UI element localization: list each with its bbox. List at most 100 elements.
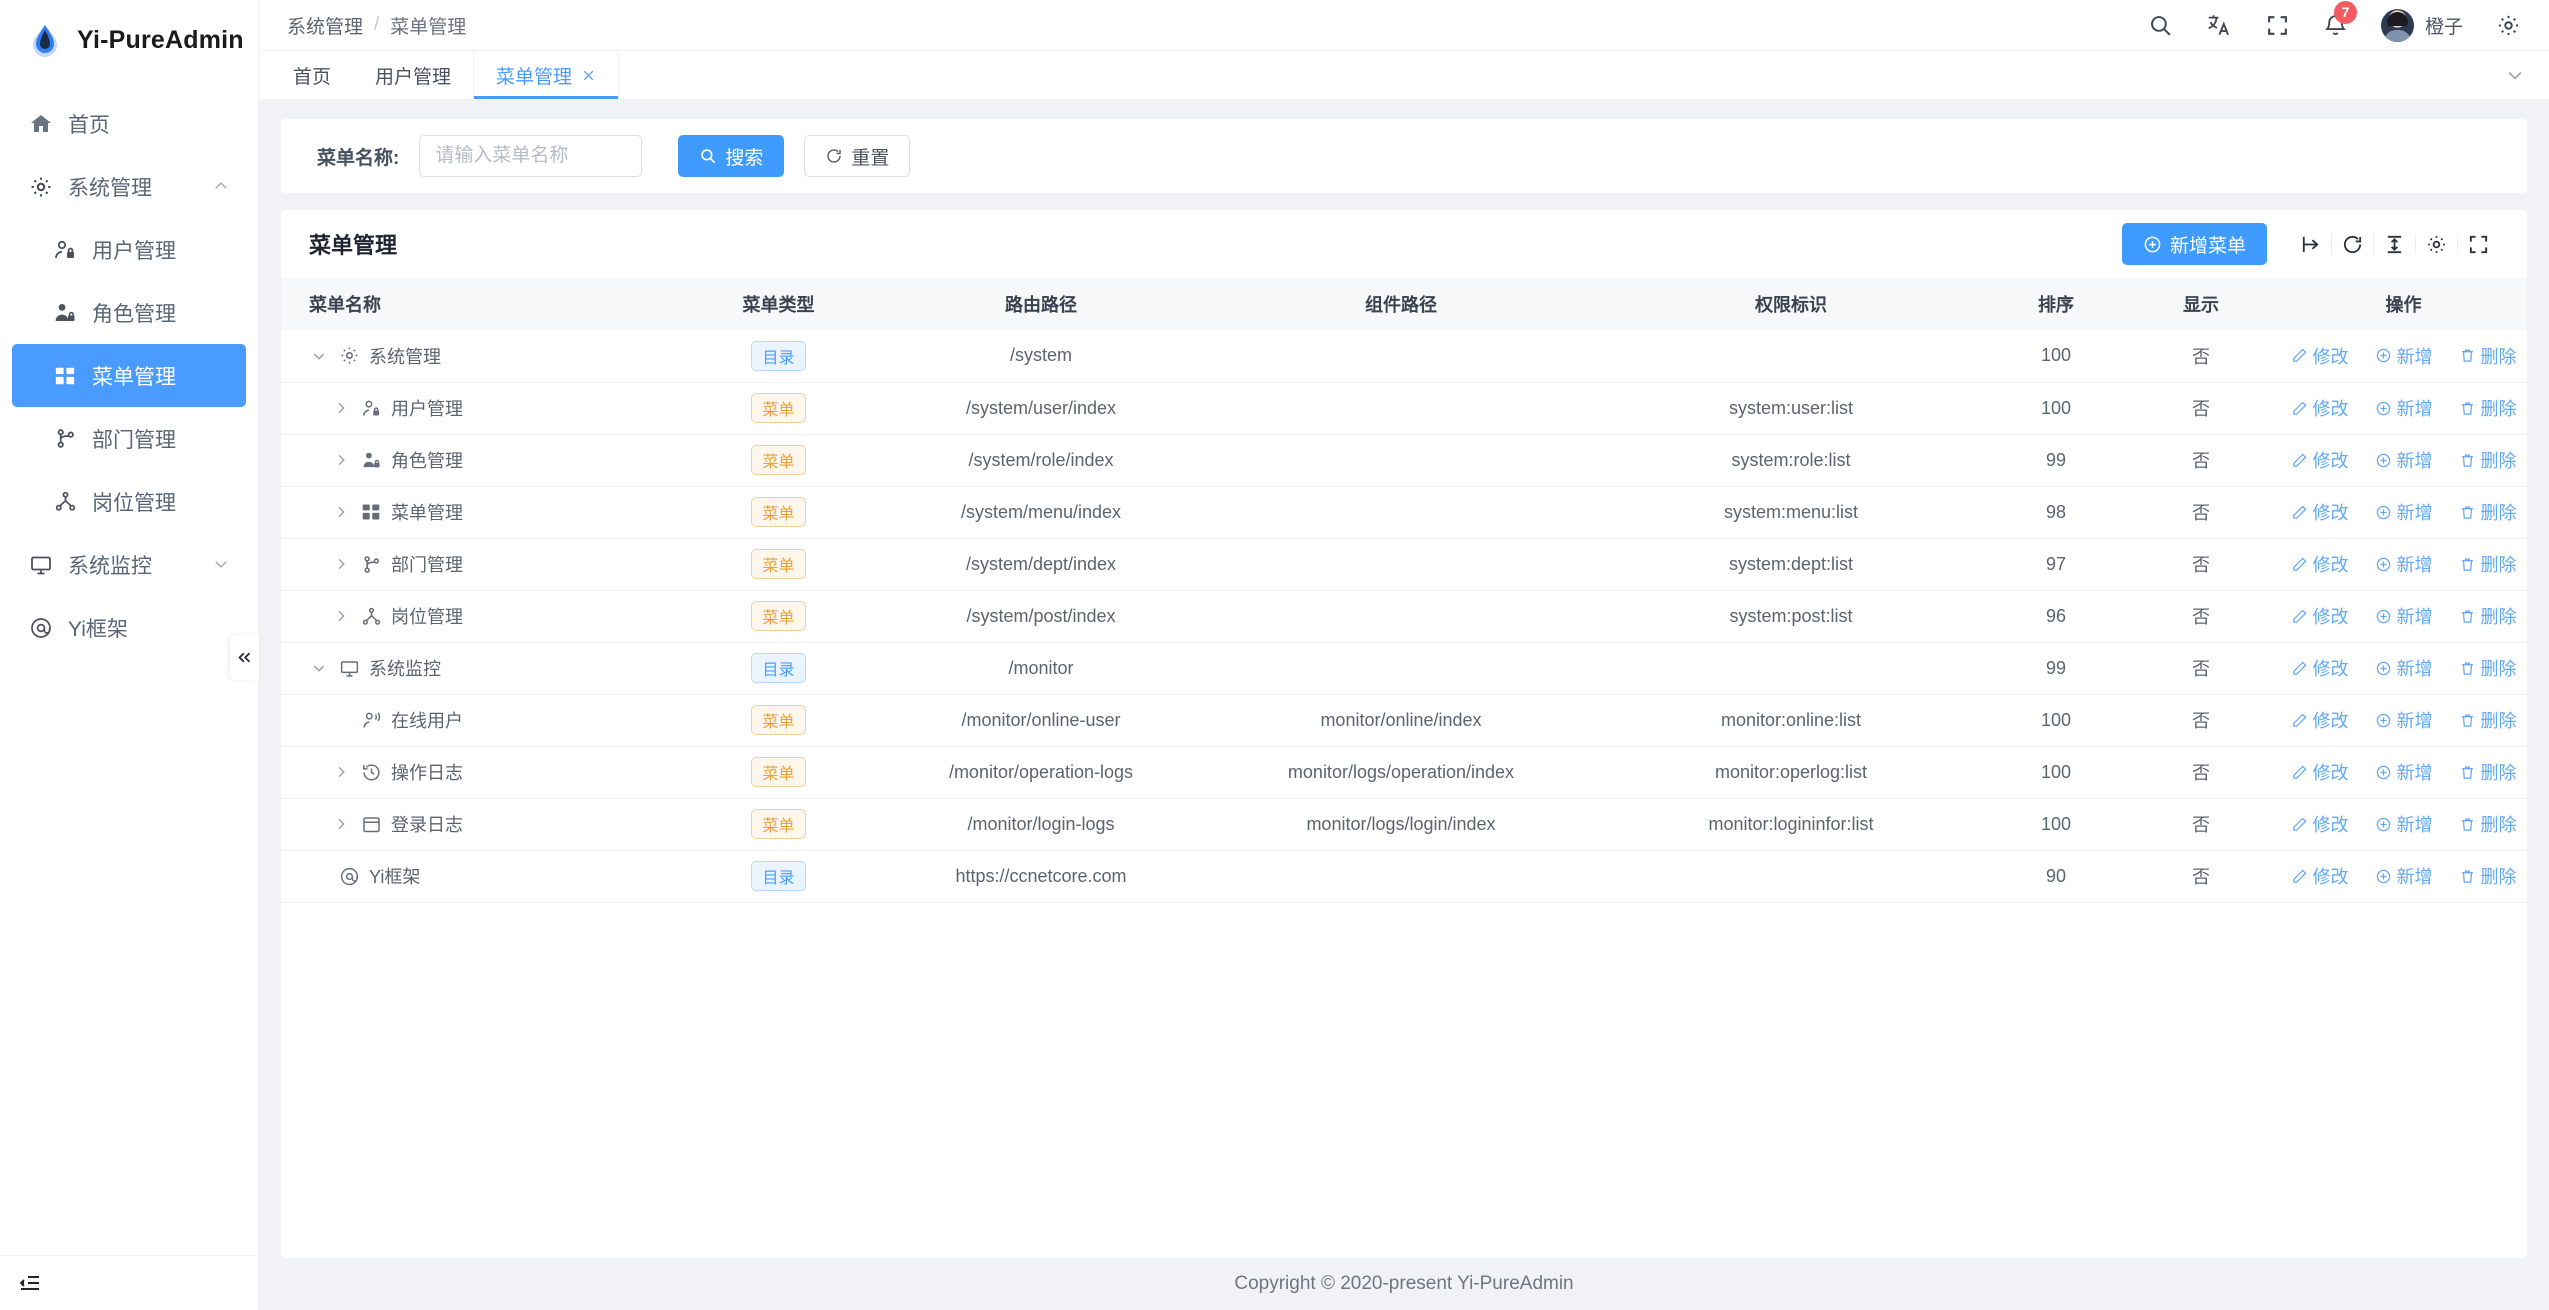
add-menu-button[interactable]: 新增菜单 [2121,223,2267,265]
delete-label: 删除 [2480,503,2517,523]
edit-action[interactable]: 修改 [2291,395,2349,421]
trash-icon [2459,764,2476,781]
sidebar-item-monitor[interactable]: 系统监控 [0,533,258,596]
delete-action[interactable]: 删除 [2459,863,2517,889]
sidebar-item-yi-framework[interactable]: Yi框架 [0,596,258,659]
delete-action[interactable]: 删除 [2459,655,2517,681]
edit-action[interactable]: 修改 [2291,343,2349,369]
table-row[interactable]: 系统管理 目录 /system 100 否 修改 新增 删除 [281,330,2527,383]
menu-name-text: 岗位管理 [391,607,463,627]
sidebar-item-label: 菜单管理 [92,365,176,389]
menu-name-input[interactable] [419,135,643,177]
delete-action[interactable]: 删除 [2459,447,2517,473]
add-action[interactable]: 新增 [2375,863,2433,889]
delete-action[interactable]: 删除 [2459,603,2517,629]
delete-label: 删除 [2480,815,2517,835]
trash-icon [2459,504,2476,521]
tab-home[interactable]: 首页 [271,51,353,99]
user-menu[interactable]: 橙子 [2380,8,2463,42]
edit-action[interactable]: 修改 [2291,863,2349,889]
chevron-right-icon[interactable] [331,398,351,418]
delete-action[interactable]: 删除 [2459,811,2517,837]
fullscreen-icon[interactable] [2457,223,2499,265]
settings-gear-icon[interactable] [2415,223,2457,265]
chevron-down-icon[interactable] [309,658,329,678]
add-action[interactable]: 新增 [2375,447,2433,473]
table-row[interactable]: 在线用户 菜单 /monitor/online-user monitor/onl… [281,694,2527,747]
table-row[interactable]: 菜单管理 菜单 /system/menu/index system:menu:l… [281,486,2527,539]
edit-action[interactable]: 修改 [2291,707,2349,733]
add-action[interactable]: 新增 [2375,603,2433,629]
bell-icon[interactable]: 7 [2323,0,2357,38]
table-row[interactable]: 角色管理 菜单 /system/role/index system:role:l… [281,434,2527,487]
add-action[interactable]: 新增 [2375,759,2433,785]
chevron-down-icon[interactable] [309,346,329,366]
delete-action[interactable]: 删除 [2459,707,2517,733]
table-row[interactable]: 岗位管理 菜单 /system/post/index system:post:l… [281,590,2527,643]
table-row[interactable]: 系统监控 目录 /monitor 99 否 修改 新增 删除 [281,642,2527,695]
fullscreen-icon[interactable] [2265,13,2290,38]
chevron-right-icon[interactable] [331,762,351,782]
chevron-right-icon[interactable] [331,606,351,626]
tab-user-mgmt[interactable]: 用户管理 [353,51,473,99]
add-action[interactable]: 新增 [2375,811,2433,837]
sidebar-item-system[interactable]: 系统管理 [0,155,258,218]
edit-action[interactable]: 修改 [2291,811,2349,837]
table-row[interactable]: 操作日志 菜单 /monitor/operation-logs monitor/… [281,746,2527,799]
delete-action[interactable]: 删除 [2459,551,2517,577]
menu-fold-icon[interactable] [18,1271,42,1295]
sidebar-item-dept-mgmt[interactable]: 部门管理 [0,407,258,470]
sidebar-item-user-mgmt[interactable]: 用户管理 [0,218,258,281]
table-row[interactable]: 用户管理 菜单 /system/user/index system:user:l… [281,382,2527,435]
sidebar-item-home[interactable]: 首页 [0,92,258,155]
breadcrumb-parent[interactable]: 系统管理 [287,16,364,38]
sidebar-item-role-mgmt[interactable]: 角色管理 [0,281,258,344]
close-icon[interactable] [581,68,596,83]
add-action[interactable]: 新增 [2375,499,2433,525]
edit-action[interactable]: 修改 [2291,499,2349,525]
edit-action[interactable]: 修改 [2291,447,2349,473]
delete-action[interactable]: 删除 [2459,759,2517,785]
gear-icon [338,345,360,367]
edit-action[interactable]: 修改 [2291,603,2349,629]
delete-action[interactable]: 删除 [2459,499,2517,525]
reset-button[interactable]: 重置 [804,135,911,177]
add-action[interactable]: 新增 [2375,395,2433,421]
table-row[interactable]: Yi框架 目录 https://ccnetcore.com 90 否 修改 新增 [281,850,2527,903]
chevron-right-icon[interactable] [331,450,351,470]
brand-logo[interactable]: Yi-PureAdmin [0,0,258,80]
edit-action[interactable]: 修改 [2291,551,2349,577]
delete-action[interactable]: 删除 [2459,395,2517,421]
search-form: 菜单名称: 搜索 重置 [281,119,2527,193]
expand-arrow-icon[interactable] [2289,223,2331,265]
density-icon[interactable] [2373,223,2415,265]
add-action[interactable]: 新增 [2375,655,2433,681]
chevron-right-icon[interactable] [331,502,351,522]
chevron-right-icon[interactable] [331,554,351,574]
add-action[interactable]: 新增 [2375,343,2433,369]
search-button[interactable]: 搜索 [678,135,785,177]
table-row[interactable]: 部门管理 菜单 /system/dept/index system:dept:l… [281,538,2527,591]
delete-action[interactable]: 删除 [2459,343,2517,369]
cell-menu-name: 菜单管理 [281,486,681,539]
translate-icon[interactable] [2206,12,2232,38]
table-row[interactable]: 登录日志 菜单 /monitor/login-logs monitor/logs… [281,798,2527,851]
tab-menu-mgmt[interactable]: 菜单管理 [473,51,620,99]
refresh-icon[interactable] [2331,223,2373,265]
edit-action[interactable]: 修改 [2291,655,2349,681]
cell-sort: 99 [1986,434,2126,487]
plus-circle-icon [2375,712,2392,729]
tabbar-dropdown[interactable] [2505,51,2549,99]
chevron-right-icon[interactable] [331,814,351,834]
search-icon[interactable] [2148,13,2173,38]
settings-gear-icon[interactable] [2496,13,2521,38]
edit-action[interactable]: 修改 [2291,759,2349,785]
sidebar-item-menu-mgmt[interactable]: 菜单管理 [12,344,246,407]
sidebar-item-post-mgmt[interactable]: 岗位管理 [0,470,258,533]
notification-badge: 7 [2333,0,2357,24]
menu-type-tag: 菜单 [751,757,806,787]
add-action[interactable]: 新增 [2375,551,2433,577]
cell-permission: monitor:logininfor:list [1596,798,1986,851]
add-action[interactable]: 新增 [2375,707,2433,733]
sidebar-collapse-handle[interactable] [230,635,259,680]
